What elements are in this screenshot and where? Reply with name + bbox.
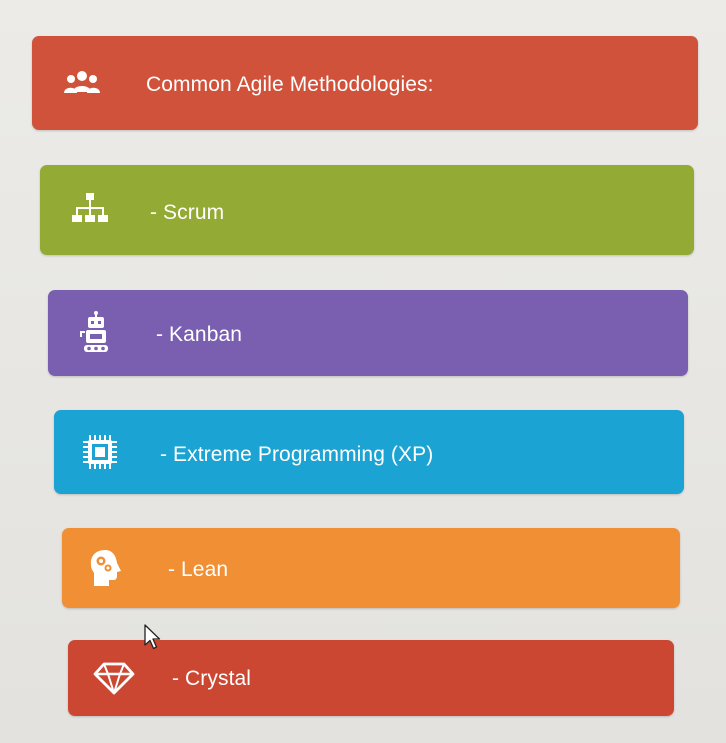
- head-gears-icon: [84, 546, 128, 590]
- team-icon: [60, 61, 104, 105]
- title-bar: Common Agile Methodologies:: [32, 36, 698, 130]
- methodology-label: - Crystal: [172, 667, 252, 690]
- org-chart-icon: [68, 187, 112, 231]
- methodology-item-kanban: - Kanban: [48, 290, 688, 376]
- methodology-label: - Scrum: [150, 201, 225, 224]
- mouse-cursor-icon: [144, 624, 161, 650]
- diamond-icon: [92, 656, 136, 700]
- methodology-label: - Kanban: [156, 323, 243, 346]
- methodology-item-lean: - Lean: [62, 528, 680, 608]
- cpu-chip-icon: [78, 430, 122, 474]
- methodology-label: - Extreme Programming (XP): [160, 443, 434, 466]
- slide-title: Common Agile Methodologies:: [146, 73, 434, 96]
- methodology-item-extreme-programming: - Extreme Programming (XP): [54, 410, 684, 494]
- methodology-item-scrum: - Scrum: [40, 165, 694, 255]
- methodology-item-crystal: - Crystal: [68, 640, 674, 716]
- robot-icon: [74, 311, 118, 355]
- methodology-label: - Lean: [168, 558, 229, 581]
